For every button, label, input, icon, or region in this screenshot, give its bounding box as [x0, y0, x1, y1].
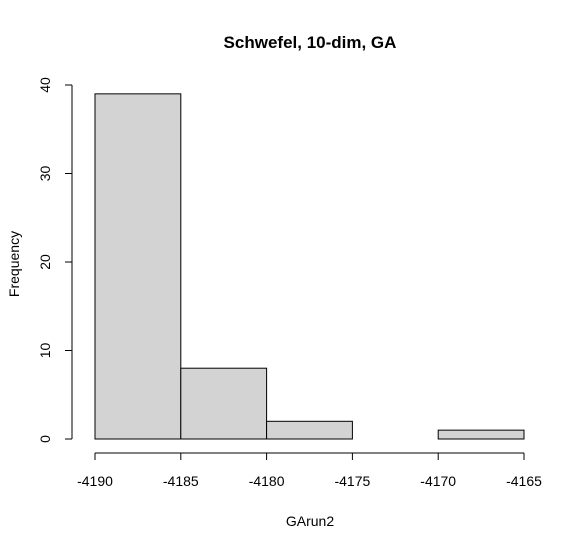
x-tick-label-3: -4175 — [334, 473, 370, 489]
x-tick-label-0: -4190 — [77, 473, 113, 489]
x-tick-label-4: -4170 — [420, 473, 456, 489]
histogram-bar-0 — [94, 93, 182, 440]
histogram-bar-1 — [180, 367, 268, 440]
x-tick-label-5: -4165 — [506, 473, 542, 489]
x-tick-label-1: -4185 — [163, 473, 199, 489]
x-tick-label-2: -4180 — [249, 473, 285, 489]
y-axis-label: Frequency — [6, 231, 22, 297]
y-tick-label-3: 30 — [37, 166, 53, 182]
histogram-bar-4 — [437, 429, 525, 440]
x-axis: -4190 -4185 -4180 -4175 -4170 -4165 — [77, 452, 542, 489]
x-axis-label: GArun2 — [286, 513, 334, 529]
y-tick-label-2: 20 — [37, 254, 53, 270]
y-tick-label-1: 10 — [37, 343, 53, 359]
y-tick-label-4: 40 — [37, 77, 53, 93]
y-axis: 0 10 20 30 40 — [37, 77, 73, 443]
chart-title: Schwefel, 10-dim, GA — [224, 33, 397, 52]
histogram-bar-2 — [266, 420, 353, 440]
bars-group — [94, 93, 525, 440]
y-tick-label-0: 0 — [37, 435, 53, 443]
